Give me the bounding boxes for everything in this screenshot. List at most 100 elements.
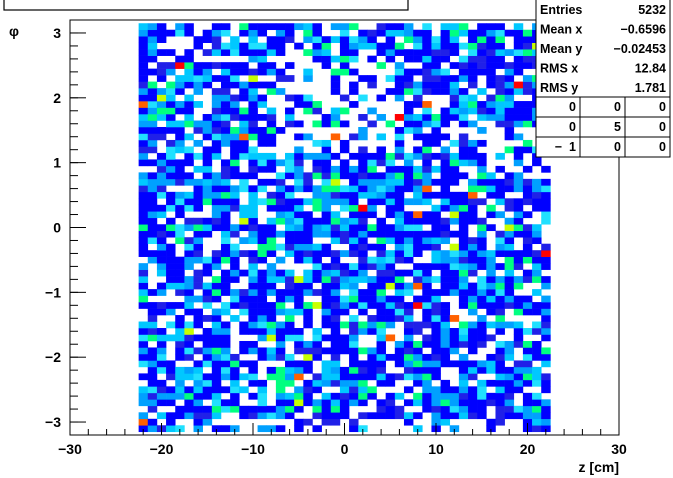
heatmap-bin xyxy=(367,373,377,381)
heatmap-bin xyxy=(257,133,268,141)
heatmap-bin xyxy=(330,328,341,335)
heatmap-bin xyxy=(220,217,231,225)
heatmap-bin xyxy=(220,237,231,245)
heatmap-bin xyxy=(486,334,496,342)
heatmap-bin xyxy=(468,373,478,381)
heatmap-bin xyxy=(339,146,350,154)
heatmap-bin xyxy=(266,88,277,95)
heatmap-bin xyxy=(513,178,524,186)
heatmap-bin xyxy=(230,302,240,309)
heatmap-bin xyxy=(468,42,478,50)
overflow-minus: − xyxy=(555,140,562,154)
heatmap-bin xyxy=(449,412,460,420)
heatmap-bin xyxy=(230,373,240,381)
heatmap-bin xyxy=(486,42,496,50)
heatmap-bin xyxy=(440,386,451,394)
heatmap-bin xyxy=(504,230,515,238)
heatmap-bin xyxy=(303,256,313,264)
heatmap-bin xyxy=(211,353,222,361)
heatmap-bin xyxy=(285,165,295,173)
heatmap-bin xyxy=(184,191,194,199)
heatmap-bin xyxy=(312,36,322,43)
heatmap-bin xyxy=(458,289,469,296)
heatmap-bin xyxy=(449,347,460,355)
heatmap-bin xyxy=(449,94,460,102)
heatmap-bin xyxy=(349,379,359,387)
heatmap-bin xyxy=(513,217,524,225)
heatmap-bin xyxy=(495,399,505,407)
heatmap-bin xyxy=(193,178,203,186)
heatmap-bin xyxy=(303,75,313,82)
heatmap-bin xyxy=(504,392,515,400)
heatmap-bin xyxy=(431,386,441,394)
heatmap-bin xyxy=(394,392,405,400)
heatmap-bin xyxy=(349,276,359,283)
heatmap-bin xyxy=(468,191,478,199)
heatmap-bin xyxy=(431,139,441,147)
heatmap-bin xyxy=(486,107,496,115)
heatmap-bin xyxy=(239,146,249,154)
heatmap-bin xyxy=(385,88,396,95)
heatmap-bin xyxy=(248,159,258,167)
heatmap-bin xyxy=(413,211,423,219)
heatmap-bin xyxy=(193,334,203,342)
heatmap-bin xyxy=(394,217,405,225)
heatmap-bin xyxy=(339,204,350,212)
heatmap-bin xyxy=(193,425,203,433)
heatmap-bin xyxy=(495,81,505,89)
heatmap-bin xyxy=(312,347,322,355)
heatmap-bin xyxy=(376,315,386,322)
heatmap-bin xyxy=(330,68,341,76)
heatmap-bin xyxy=(175,302,185,309)
heatmap-bin xyxy=(230,386,240,394)
heatmap-bin xyxy=(166,269,176,277)
heatmap-bin xyxy=(248,191,258,199)
heatmap-bin xyxy=(312,224,322,232)
heatmap-bin xyxy=(239,172,249,180)
heatmap-bin xyxy=(449,23,460,31)
heatmap-bin xyxy=(211,23,222,31)
heatmap-bin xyxy=(275,347,286,355)
heatmap-bin xyxy=(285,334,295,342)
heatmap-bin xyxy=(193,392,203,400)
heatmap-bin xyxy=(495,263,505,270)
heatmap-bin xyxy=(193,276,203,283)
heatmap-bin xyxy=(376,198,386,206)
heatmap-bin xyxy=(312,23,322,31)
heatmap-bin xyxy=(394,302,405,309)
heatmap-bin xyxy=(193,282,203,290)
heatmap-bin xyxy=(495,373,505,381)
heatmap-bin xyxy=(458,302,469,309)
heatmap-bin xyxy=(431,88,441,95)
heatmap-bin xyxy=(440,185,451,193)
heatmap-bin xyxy=(422,295,432,303)
heatmap-bin xyxy=(184,198,194,206)
heatmap-bin xyxy=(403,353,414,361)
heatmap-bin xyxy=(458,191,469,199)
heatmap-bin xyxy=(468,412,478,420)
heatmap-bin xyxy=(138,88,149,95)
heatmap-bin xyxy=(175,237,185,245)
heatmap-bin xyxy=(522,29,533,37)
heatmap-bin xyxy=(156,237,167,245)
heatmap-bin xyxy=(403,399,414,407)
heatmap-bin xyxy=(477,159,487,167)
heatmap-bin xyxy=(321,198,332,206)
heatmap-bin xyxy=(257,289,268,296)
heatmap-bin xyxy=(220,178,231,186)
heatmap-bin xyxy=(321,211,332,219)
heatmap-bin xyxy=(385,412,396,420)
heatmap-bin xyxy=(440,224,451,232)
heatmap-bin xyxy=(147,366,158,374)
heatmap-bin xyxy=(522,191,533,199)
heatmap-bin xyxy=(541,353,551,361)
heatmap-bin xyxy=(138,340,149,348)
heatmap-bin xyxy=(394,289,405,296)
heatmap-bin xyxy=(513,36,524,43)
heatmap-bin xyxy=(211,340,222,348)
heatmap-bin xyxy=(138,237,149,245)
heatmap-bin xyxy=(239,289,249,296)
heatmap-bin xyxy=(522,412,533,420)
heatmap-bin xyxy=(266,269,277,277)
heatmap-bin xyxy=(193,204,203,212)
